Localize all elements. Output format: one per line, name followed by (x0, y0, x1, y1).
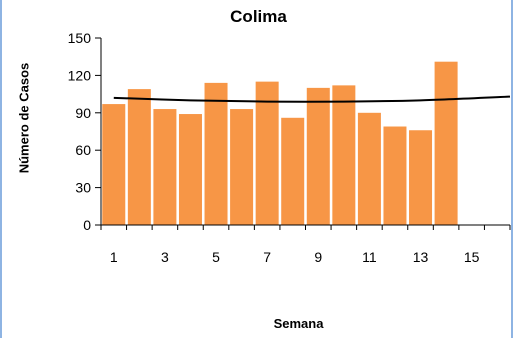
y-tick-label: 90 (75, 105, 91, 121)
y-tick-label: 30 (75, 180, 91, 196)
bar (178, 114, 202, 225)
x-tick-label: 1 (110, 249, 118, 265)
x-axis-label: Semana (273, 316, 324, 331)
trendline (113, 95, 511, 103)
bar (332, 85, 356, 225)
bar (153, 109, 177, 225)
y-tick-label: 120 (68, 67, 92, 83)
bar (306, 87, 330, 225)
y-tick-label: 0 (83, 217, 91, 233)
y-tick-label: 60 (75, 142, 91, 158)
bar (281, 117, 305, 225)
x-tick-label: 15 (464, 249, 480, 265)
bar (255, 81, 279, 225)
bar (409, 130, 433, 225)
x-tick-label: 3 (161, 249, 169, 265)
bar (127, 89, 151, 225)
bar (434, 61, 458, 225)
bar (357, 112, 381, 225)
chart-title: Colima (230, 7, 287, 26)
bar (102, 104, 126, 225)
bar (383, 126, 407, 225)
x-tick-label: 13 (413, 249, 429, 265)
x-tick-label: 11 (362, 249, 377, 265)
x-tick-label: 5 (212, 249, 220, 265)
bar (204, 82, 228, 225)
x-tick-label: 7 (263, 249, 271, 265)
bar (230, 109, 254, 225)
y-tick-label: 150 (68, 30, 92, 46)
x-tick-label: 9 (314, 249, 322, 265)
